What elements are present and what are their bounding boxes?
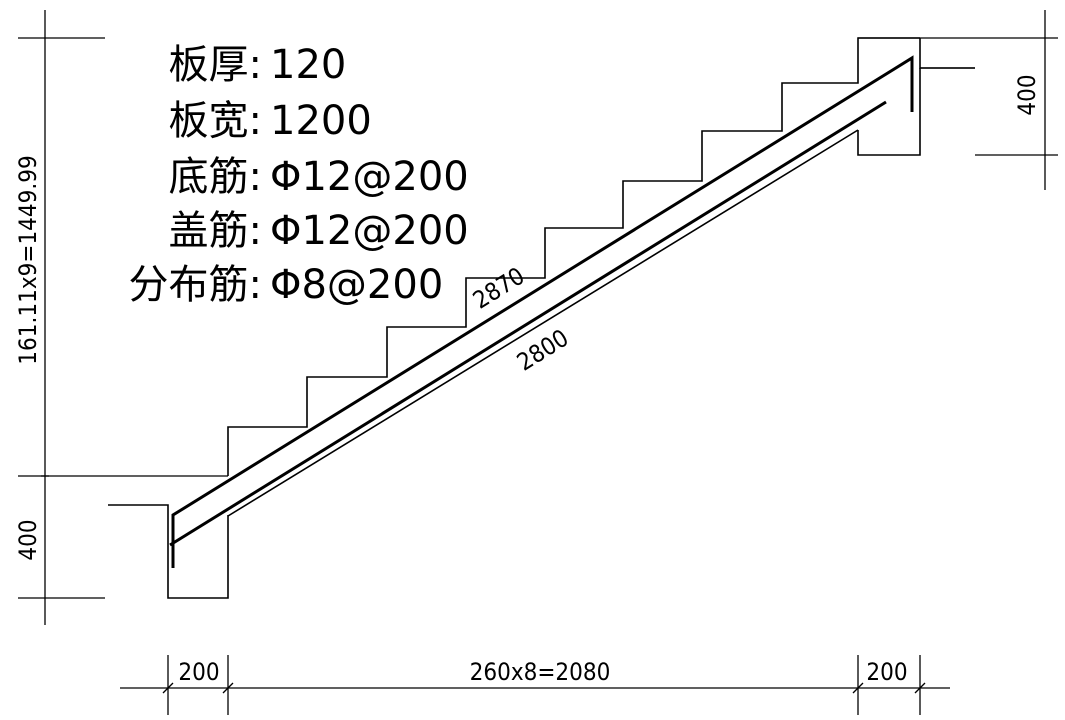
bottom-rebar-length: 2800 bbox=[512, 324, 573, 377]
left-vertical-dimension bbox=[18, 10, 228, 625]
bottom-left-dimension: 200 bbox=[178, 658, 219, 686]
left-support-dimension: 400 bbox=[14, 519, 42, 560]
note-value-bottom-bar: Φ12@200 bbox=[270, 154, 469, 200]
top-rebar-length: 2870 bbox=[468, 262, 529, 315]
bottom-rebar bbox=[169, 100, 887, 547]
note-value-width: 1200 bbox=[270, 98, 372, 144]
note-value-distribution-bar: Φ8@200 bbox=[270, 262, 443, 308]
note-label-top-bar: 盖筋: bbox=[169, 208, 262, 254]
note-label-distribution-bar: 分布筋: bbox=[129, 262, 262, 308]
note-label-width: 板宽: bbox=[169, 98, 262, 144]
bottom-middle-dimension: 260x8=2080 bbox=[470, 658, 611, 686]
note-label-thickness: 板厚: bbox=[169, 42, 262, 88]
stair-outline bbox=[108, 37, 975, 599]
right-support-dimension: 400 bbox=[1013, 74, 1041, 115]
rebar bbox=[169, 55, 914, 568]
bottom-right-dimension: 200 bbox=[866, 658, 907, 686]
note-label-bottom-bar: 底筋: bbox=[169, 154, 262, 200]
note-value-thickness: 120 bbox=[270, 42, 346, 88]
bottom-dimension bbox=[120, 655, 950, 715]
height-total-dimension: 161.11x9=1449.99 bbox=[14, 155, 42, 364]
notes-block: 板厚: 120 板宽: 1200 底筋: Φ12@200 盖筋: Φ12@200… bbox=[129, 42, 469, 308]
note-value-top-bar: Φ12@200 bbox=[270, 208, 469, 254]
